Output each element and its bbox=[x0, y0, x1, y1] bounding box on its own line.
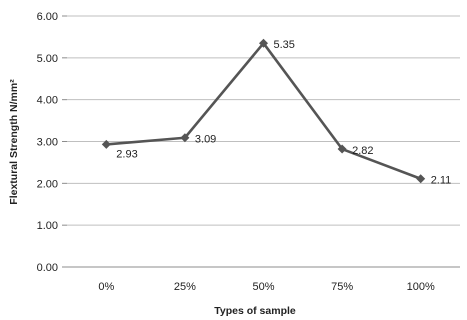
y-tick-label-4: 4.00 bbox=[37, 95, 58, 107]
y-tick-label-6: 6.00 bbox=[37, 11, 58, 23]
x-axis-title: Types of sample bbox=[214, 305, 296, 317]
data-point-0 bbox=[101, 139, 111, 149]
y-tick-label-2: 2.00 bbox=[37, 178, 58, 190]
x-tick-label-3: 75% bbox=[331, 281, 353, 293]
series-line-0 bbox=[106, 41, 422, 180]
series-group bbox=[101, 38, 426, 184]
x-tick-label-0: 0% bbox=[98, 281, 114, 293]
y-tick-label-0: 0.00 bbox=[37, 262, 58, 274]
data-label-2: 5.35 bbox=[274, 39, 295, 51]
y-tick-label-1: 1.00 bbox=[37, 220, 58, 232]
data-point-1 bbox=[180, 133, 190, 143]
y-tick-label-3: 3.00 bbox=[37, 137, 58, 149]
x-tick-label-1: 25% bbox=[174, 281, 196, 293]
data-point-4 bbox=[416, 174, 426, 184]
data-point-2 bbox=[259, 38, 268, 48]
x-tick-label-2: 50% bbox=[252, 281, 274, 293]
data-label-4: 2.11 bbox=[431, 175, 452, 187]
x-axis-ticks: 0% 25% 50% 75% 100% bbox=[98, 281, 435, 293]
y-axis-ticks: 0.00 1.00 2.00 3.00 4.00 5.00 6.00 bbox=[37, 11, 67, 274]
data-labels-group: 2.93 3.09 5.35 2.82 2.11 bbox=[116, 39, 451, 187]
x-tick-label-4: 100% bbox=[407, 281, 435, 293]
data-point-3 bbox=[337, 144, 347, 154]
data-label-1: 3.09 bbox=[195, 134, 216, 146]
y-tick-label-5: 5.00 bbox=[37, 53, 58, 65]
data-label-3: 2.82 bbox=[352, 145, 373, 157]
data-label-0: 2.93 bbox=[116, 148, 137, 160]
y-axis-title: Flextural Strength N/mm² bbox=[8, 79, 20, 205]
